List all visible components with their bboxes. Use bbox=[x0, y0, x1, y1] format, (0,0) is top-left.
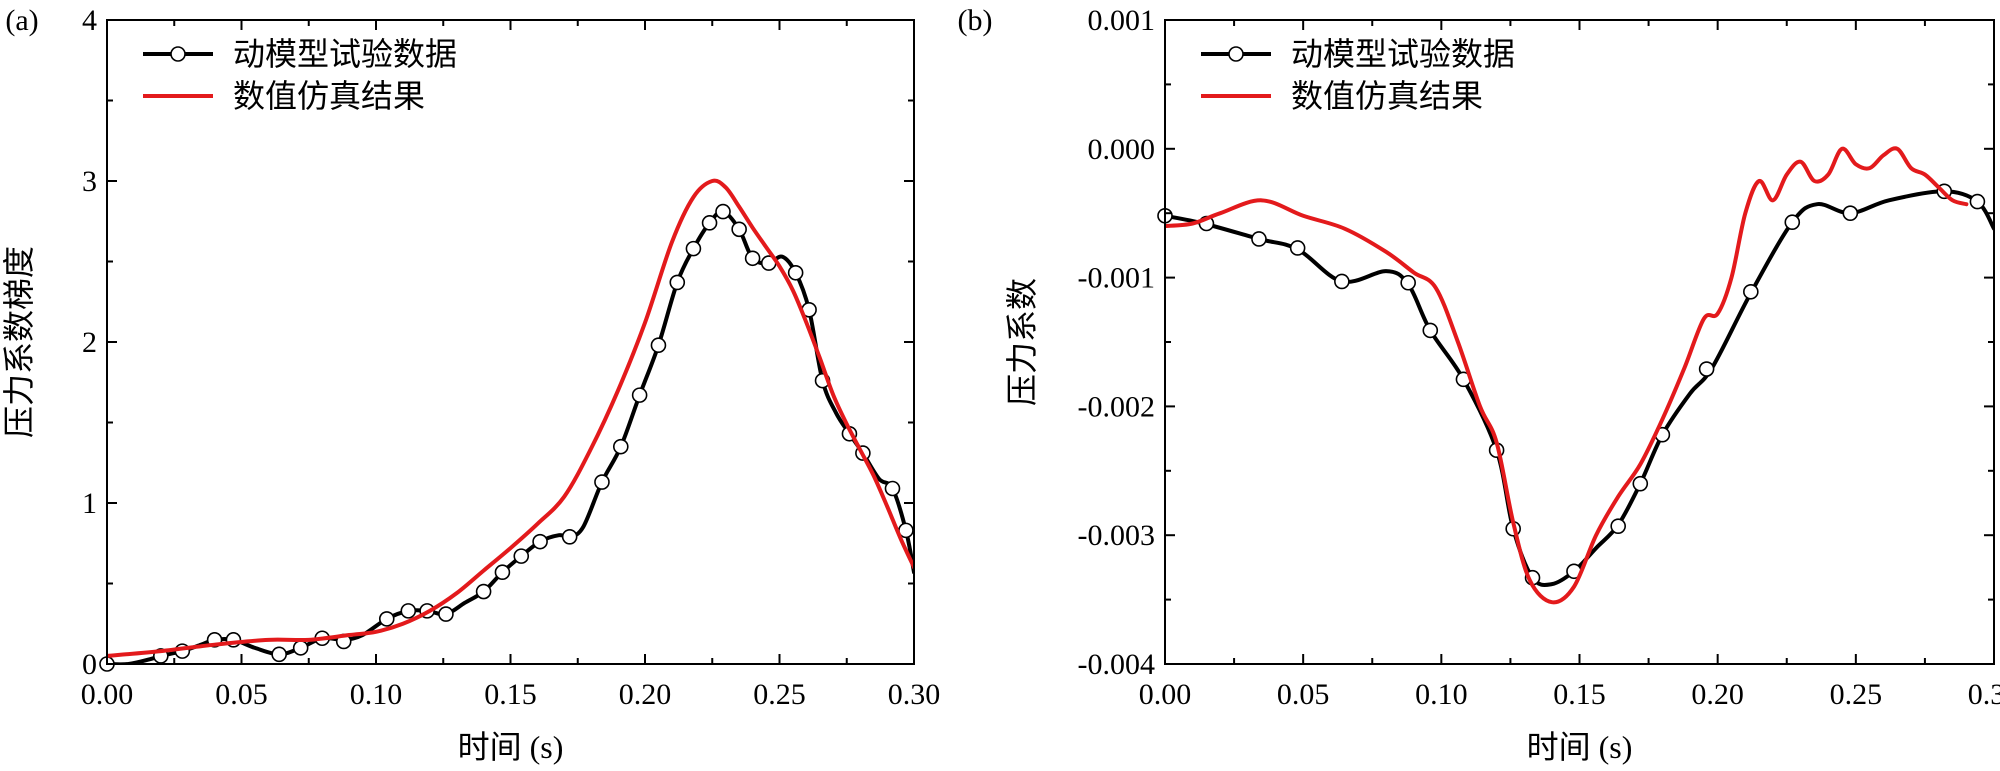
x-tick-label: 0.05 bbox=[1277, 678, 1330, 711]
data-point bbox=[1969, 193, 1986, 210]
data-point bbox=[513, 548, 530, 564]
y-tick-label: 0 bbox=[82, 648, 97, 681]
x-axis-title: 时间 (s) bbox=[1527, 729, 1633, 765]
data-point bbox=[1632, 475, 1649, 492]
data-point bbox=[292, 640, 309, 656]
legend-label: 数值仿真结果 bbox=[233, 78, 425, 114]
data-point bbox=[1743, 283, 1759, 300]
data-point bbox=[612, 438, 629, 455]
series-line-simulation bbox=[107, 178, 914, 658]
data-point bbox=[1842, 205, 1859, 221]
y-tick-label: -0.002 bbox=[1078, 390, 1156, 423]
data-point bbox=[669, 274, 686, 291]
data-point bbox=[494, 564, 511, 581]
data-point bbox=[1422, 322, 1439, 339]
x-tick-label: 0.00 bbox=[1139, 678, 1192, 711]
panel-label: (a) bbox=[5, 4, 38, 37]
x-axis-title: 时间 (s) bbox=[458, 729, 564, 765]
chart-panel-b: 0.00 0.05 0.10 0.15 0.20 0.25 0.30 -0.004 -0.003… bbox=[958, 4, 2000, 765]
data-point bbox=[1334, 273, 1350, 290]
chart-panel-a: 0.00 0.05 0.10 0.15 0.20 0.25 0.30 0 1 2 3 4 时间 (s) 压… bbox=[1, 4, 940, 765]
data-point bbox=[731, 221, 747, 238]
x-tick-label: 0.25 bbox=[1830, 678, 1883, 711]
legend-label: 数值仿真结果 bbox=[1291, 78, 1483, 114]
data-point bbox=[650, 337, 667, 354]
y-tick-label: -0.004 bbox=[1078, 648, 1156, 681]
data-point bbox=[594, 474, 610, 490]
x-tick-label: 0.20 bbox=[1691, 678, 1744, 711]
x-tick-label: 0.25 bbox=[753, 678, 806, 711]
panel-label: (b) bbox=[958, 4, 993, 37]
data-point bbox=[438, 606, 454, 622]
data-point bbox=[1289, 240, 1306, 256]
legend-label: 动模型试验数据 bbox=[233, 36, 457, 72]
data-point bbox=[561, 529, 578, 545]
data-point bbox=[744, 250, 761, 267]
data-point bbox=[378, 611, 395, 627]
legend-marker bbox=[1228, 46, 1244, 62]
y-tick-label: 3 bbox=[82, 165, 97, 198]
data-point bbox=[475, 583, 492, 600]
data-point bbox=[787, 264, 804, 281]
data-point bbox=[631, 387, 648, 403]
legend-label: 动模型试验数据 bbox=[1291, 36, 1515, 72]
y-axis-title: 压力系数 bbox=[1004, 278, 1040, 406]
x-tick-label: 0.15 bbox=[1553, 678, 1606, 711]
y-tick-label: -0.003 bbox=[1078, 519, 1156, 552]
data-point bbox=[1251, 231, 1267, 247]
x-tick-label: 0.20 bbox=[619, 678, 672, 711]
x-tick-label: 0.30 bbox=[888, 678, 941, 711]
y-tick-label: 2 bbox=[82, 326, 97, 359]
series-line-experiment bbox=[1165, 189, 1994, 588]
data-point bbox=[701, 215, 718, 231]
data-point bbox=[1698, 361, 1715, 377]
data-point bbox=[400, 603, 417, 619]
y-tick-label: 1 bbox=[82, 487, 97, 520]
data-point bbox=[1784, 214, 1801, 231]
data-point bbox=[1610, 518, 1626, 534]
x-tick-label: 0.15 bbox=[484, 678, 537, 711]
x-tick-label: 0.10 bbox=[350, 678, 403, 711]
data-point bbox=[884, 480, 901, 497]
data-point bbox=[685, 240, 702, 257]
x-tick-label: 0.10 bbox=[1415, 678, 1468, 711]
legend-marker bbox=[170, 46, 186, 62]
x-tick-label: 0.05 bbox=[215, 678, 268, 711]
series-line-simulation bbox=[1165, 146, 1969, 605]
y-axis-title: 压力系数梯度 bbox=[1, 246, 37, 438]
x-tick-label: 0.30 bbox=[1968, 678, 2000, 711]
data-point bbox=[715, 203, 731, 220]
y-tick-label: 0.001 bbox=[1088, 4, 1156, 37]
data-point bbox=[532, 533, 548, 550]
data-point bbox=[271, 646, 287, 663]
x-tick-label: 0.00 bbox=[81, 678, 134, 711]
data-point bbox=[1400, 274, 1416, 291]
y-tick-label: 4 bbox=[82, 4, 97, 37]
y-tick-label: 0.000 bbox=[1088, 133, 1156, 166]
y-tick-label: -0.001 bbox=[1078, 262, 1156, 295]
